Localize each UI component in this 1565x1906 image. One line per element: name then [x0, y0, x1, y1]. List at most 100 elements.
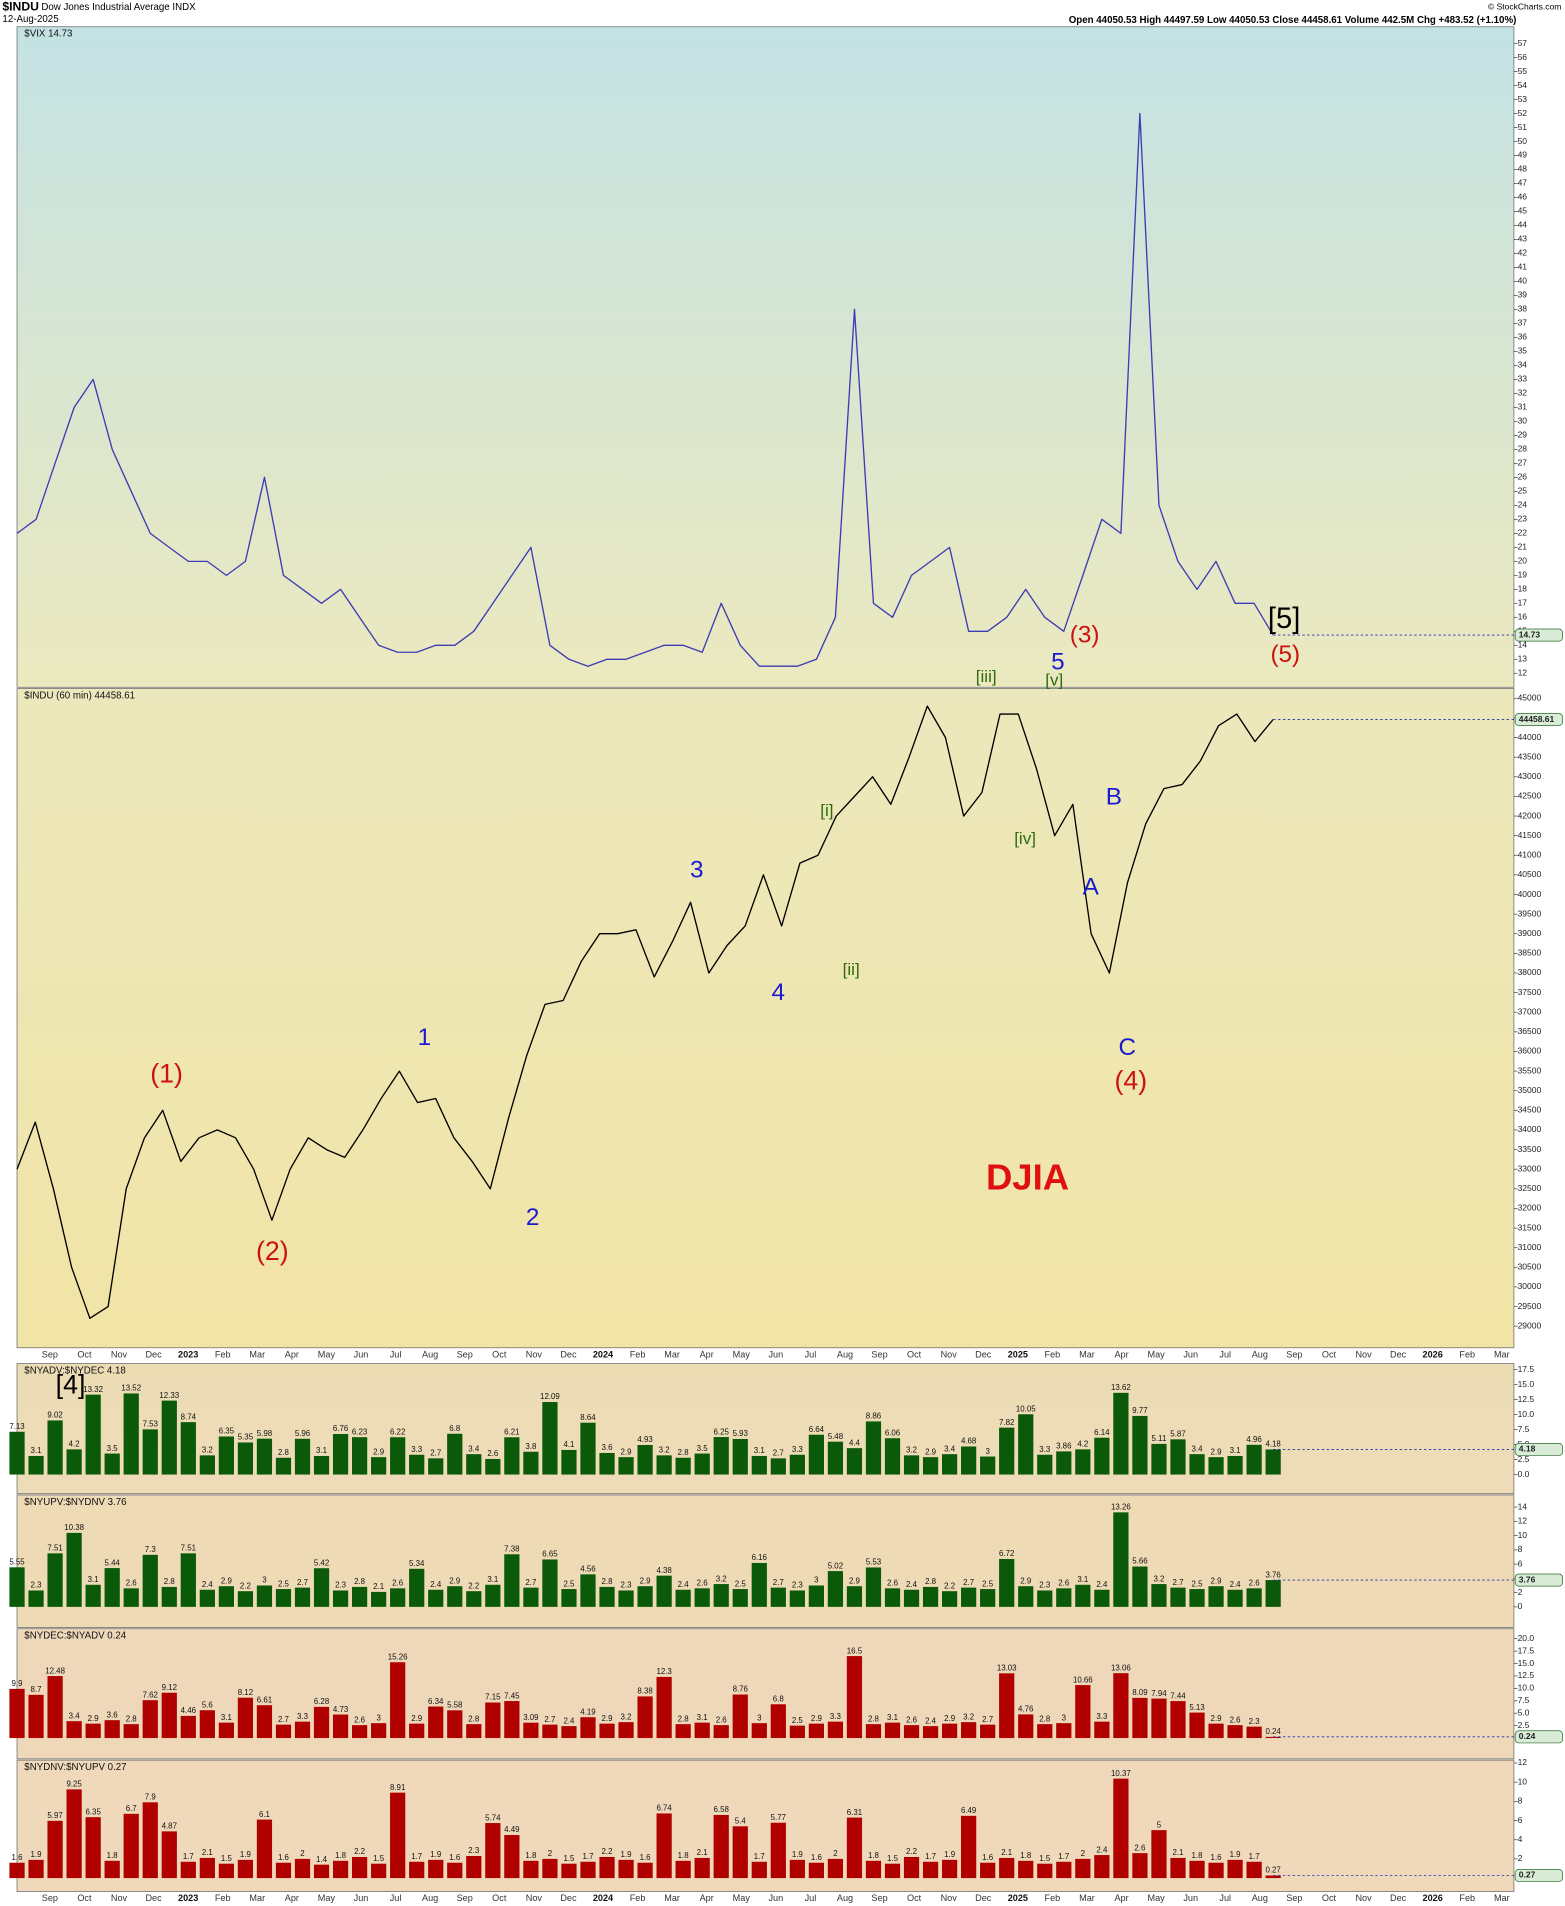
- x-tick-label: Aug: [422, 1349, 438, 1359]
- x-tick-label: Oct: [492, 1349, 507, 1359]
- y-tick-label: 47: [1518, 178, 1528, 188]
- value-label: 5.02: [828, 1561, 843, 1570]
- y-tick-label: 4: [1518, 1834, 1523, 1844]
- y-tick-label: 42500: [1518, 791, 1542, 801]
- bar: [332, 1433, 349, 1475]
- value-label: 2.2: [240, 1581, 251, 1590]
- last-value-label: 44458.61: [1519, 714, 1555, 724]
- bar: [656, 1813, 672, 1879]
- y-tick-label: 30000: [1518, 1281, 1542, 1291]
- value-label: 2.9: [602, 1714, 614, 1723]
- x-tick-label: Dec: [975, 1893, 992, 1903]
- value-label: 7.62: [143, 1690, 158, 1699]
- value-label: 1.9: [430, 1850, 442, 1859]
- bar: [865, 1724, 882, 1739]
- bar: [1132, 1415, 1148, 1475]
- value-label: 3.1: [316, 1446, 327, 1455]
- x-tick-label: Dec: [1390, 1893, 1407, 1903]
- value-label: 3.2: [716, 1574, 727, 1583]
- y-tick-label: 52: [1518, 108, 1528, 118]
- value-label: 1.8: [1192, 1851, 1204, 1860]
- value-label: 3.4: [1192, 1444, 1204, 1453]
- value-label: 3.1: [1077, 1575, 1088, 1584]
- value-label: 3: [814, 1576, 819, 1585]
- x-tick-label: Oct: [77, 1349, 92, 1359]
- x-tick-label: Jul: [1219, 1893, 1231, 1903]
- value-label: 2.9: [373, 1447, 385, 1456]
- bar: [428, 1458, 444, 1475]
- y-tick-label: 7.5: [1518, 1695, 1530, 1705]
- bar: [751, 1455, 767, 1475]
- x-tick-label: Feb: [1459, 1893, 1475, 1903]
- value-label: 2.9: [1211, 1447, 1223, 1456]
- bar: [941, 1591, 958, 1607]
- bar: [1151, 1584, 1167, 1607]
- bar: [789, 1725, 805, 1739]
- value-label: 16.5: [847, 1646, 863, 1655]
- value-label: 2.6: [1058, 1579, 1070, 1588]
- bar: [313, 1706, 330, 1739]
- y-tick-label: 17: [1518, 598, 1528, 608]
- y-tick-label: 28: [1518, 444, 1528, 454]
- bar: [9, 1862, 25, 1879]
- x-tick-label: Oct: [77, 1893, 92, 1903]
- bar: [903, 1725, 920, 1739]
- bar: [637, 1586, 653, 1607]
- value-label: 3.3: [792, 1445, 804, 1454]
- y-tick-label: 27: [1518, 458, 1528, 468]
- value-label: 3.1: [221, 1713, 232, 1722]
- y-tick-label: 0.0: [1518, 1469, 1530, 1479]
- x-tick-label: Dec: [560, 1893, 577, 1903]
- bar: [428, 1706, 444, 1739]
- y-tick-label: 44000: [1518, 732, 1542, 742]
- value-label: 2: [300, 1849, 304, 1858]
- value-label: 2.9: [1020, 1576, 1032, 1585]
- bar: [66, 1789, 82, 1879]
- x-tick-label: Mar: [1079, 1349, 1095, 1359]
- value-label: 13.26: [1111, 1503, 1131, 1512]
- value-label: 6.74: [656, 1804, 672, 1813]
- y-tick-label: 46: [1518, 192, 1528, 202]
- value-label: 7.53: [143, 1420, 159, 1429]
- panel-background: [16, 688, 1515, 1349]
- y-tick-label: 8: [1518, 1544, 1523, 1554]
- value-label: 2.8: [468, 1714, 480, 1723]
- y-tick-label: 6: [1518, 1815, 1523, 1825]
- value-label: 6.49: [961, 1806, 977, 1815]
- bar: [1018, 1414, 1034, 1475]
- bar: [637, 1696, 653, 1739]
- value-label: 1.5: [563, 1854, 575, 1863]
- bar: [618, 1457, 634, 1475]
- value-label: 2.3: [468, 1846, 480, 1855]
- value-label: 5.97: [47, 1811, 62, 1820]
- last-value-label: 4.18: [1519, 1444, 1536, 1454]
- bar: [1208, 1723, 1224, 1739]
- bar: [9, 1688, 25, 1739]
- bar: [47, 1553, 63, 1607]
- x-tick-label: Nov: [941, 1349, 958, 1359]
- value-label: 8.38: [637, 1687, 653, 1696]
- y-tick-label: 35: [1518, 346, 1528, 356]
- bar: [1151, 1698, 1167, 1739]
- bar: [656, 1455, 672, 1475]
- value-label: 2.4: [1096, 1845, 1108, 1854]
- y-tick-label: 14: [1518, 1501, 1528, 1511]
- x-tick-label: Jul: [805, 1349, 817, 1359]
- x-tick-label: Oct: [907, 1893, 922, 1903]
- bar: [808, 1723, 824, 1739]
- bar: [9, 1431, 25, 1475]
- last-value-box: [1514, 1869, 1563, 1882]
- value-label: 2.6: [487, 1449, 499, 1458]
- wave-label: 4: [771, 979, 785, 1006]
- x-tick-label: 2026: [1423, 1349, 1443, 1359]
- value-label: 2.8: [678, 1714, 690, 1723]
- last-value-label: 3.76: [1519, 1574, 1536, 1584]
- bar: [999, 1673, 1015, 1739]
- bar: [751, 1562, 767, 1607]
- value-label: 2.3: [1039, 1581, 1051, 1590]
- bar: [1227, 1589, 1243, 1607]
- bar: [523, 1451, 539, 1475]
- bar: [142, 1802, 158, 1879]
- y-tick-label: 41: [1518, 262, 1528, 272]
- bar: [1246, 1444, 1262, 1475]
